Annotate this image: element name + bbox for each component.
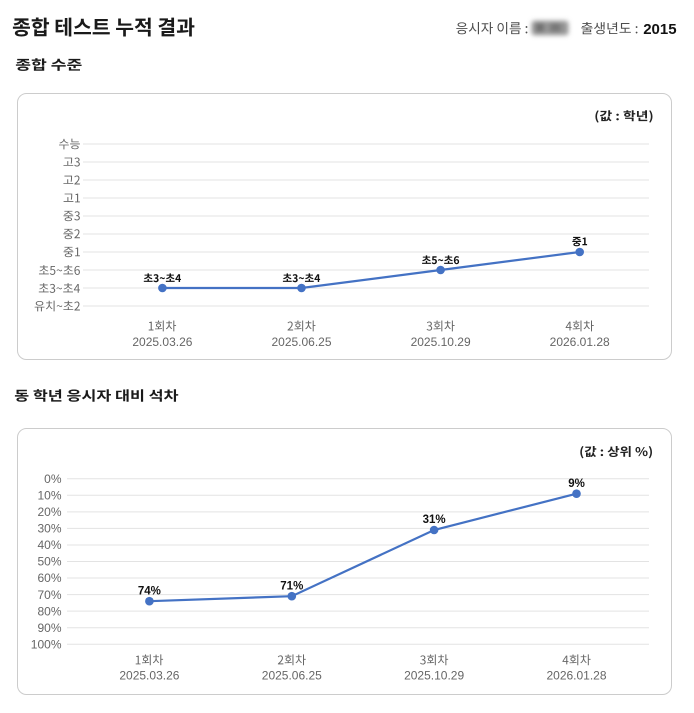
svg-text:90%: 90% xyxy=(37,621,61,635)
svg-text:60%: 60% xyxy=(37,571,61,585)
svg-text:2025.06.25: 2025.06.25 xyxy=(271,335,331,349)
svg-text:30%: 30% xyxy=(37,522,61,536)
svg-text:74%: 74% xyxy=(138,585,161,597)
svg-text:9%: 9% xyxy=(568,478,585,490)
svg-text:80%: 80% xyxy=(37,604,61,618)
svg-text:2025.03.26: 2025.03.26 xyxy=(132,335,192,349)
svg-text:20%: 20% xyxy=(37,505,61,519)
svg-text:31%: 31% xyxy=(423,514,446,526)
svg-text:10%: 10% xyxy=(37,489,61,503)
svg-text:70%: 70% xyxy=(37,588,61,602)
svg-text:40%: 40% xyxy=(37,538,61,552)
svg-text:100%: 100% xyxy=(31,637,62,651)
svg-text:2025.03.26: 2025.03.26 xyxy=(119,669,179,683)
svg-text:2026.01.28: 2026.01.28 xyxy=(550,335,610,349)
svg-text:2026.01.28: 2026.01.28 xyxy=(546,669,606,683)
svg-text:71%: 71% xyxy=(280,580,303,592)
svg-text:50%: 50% xyxy=(37,555,61,569)
svg-text:0%: 0% xyxy=(44,472,62,486)
svg-text:2025.06.25: 2025.06.25 xyxy=(262,669,322,683)
svg-text:2025.10.29: 2025.10.29 xyxy=(404,669,464,683)
svg-text:2015: 2015 xyxy=(643,21,676,38)
svg-text:2025.10.29: 2025.10.29 xyxy=(411,335,471,349)
